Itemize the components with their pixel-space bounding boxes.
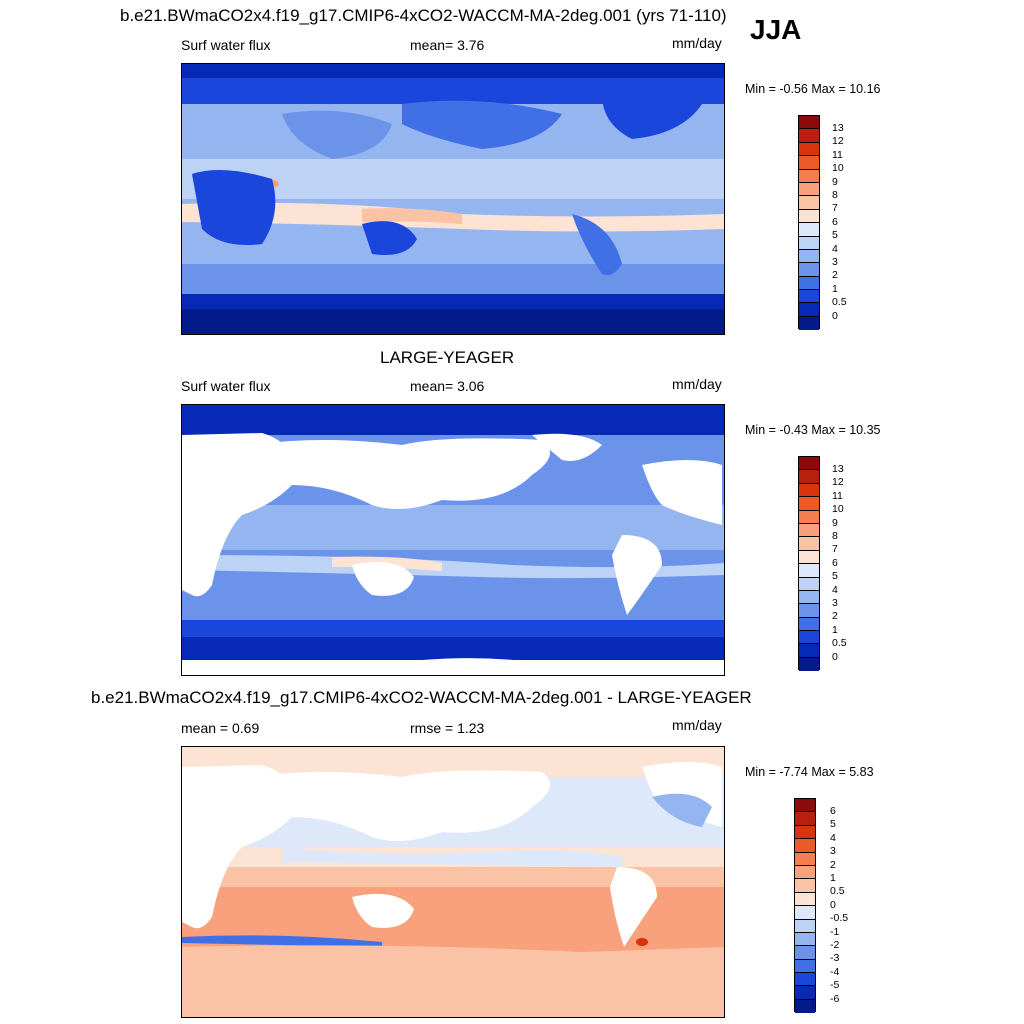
colorbar-tick: 7 [832,543,838,556]
colorbar-tick: 6 [832,215,838,228]
colorbar-tick: 3 [832,597,838,609]
colorbar-tick: -4 [830,965,840,978]
panel3-title: b.e21.BWmaCO2x4.f19_g17.CMIP6-4xCO2-WACC… [91,688,752,707]
panel1-colorbar [798,115,820,331]
colorbar-tick: 8 [832,189,838,201]
colorbar-tick: 0.5 [832,296,847,309]
panel2-minmax-label: Min = -0.43 Max = 10.35 [745,423,881,437]
panel2-mean-label: mean= 3.06 [410,378,485,394]
panel3-map [181,746,725,1018]
panel3-minmax-label: Min = -7.74 Max = 5.83 [745,765,874,779]
colorbar-tick: 1 [832,623,838,636]
panel2-title: LARGE-YEAGER [380,348,515,367]
colorbar-tick: 11 [832,489,843,502]
panel3-rmse-label: rmse = 1.23 [410,720,485,736]
panel2-variable-label: Surf water flux [181,378,271,394]
panel1-colorbar-labels: 13 12 11 10 9 8 7 6 5 4 3 2 1 0.5 0 [832,122,872,332]
colorbar-tick: 0.5 [832,637,847,650]
colorbar-tick: 12 [832,135,844,148]
colorbar-tick: 13 [832,463,844,475]
panel3-colorbar-labels: 6 5 4 3 2 1 0.5 0 -0.5 -1 -2 -3 -4 -5 -6 [830,805,870,1015]
colorbar-tick: 2 [832,269,838,282]
panel3-units-label: mm/day [672,717,722,733]
panel2-units-label: mm/day [672,376,722,392]
colorbar-tick: 8 [832,530,838,542]
panel1-mean-label: mean= 3.76 [410,37,485,53]
panel3-mean-label: mean = 0.69 [181,720,260,736]
panel1-variable-label: Surf water flux [181,37,271,53]
colorbar-tick: -1 [830,925,840,938]
colorbar-tick: 7 [832,202,838,215]
colorbar-tick: 12 [832,476,844,489]
colorbar-tick: 5 [832,570,838,583]
panel2-colorbar-labels: 13 12 11 10 9 8 7 6 5 4 3 2 1 0.5 0 [832,463,872,673]
colorbar-tick: 1 [830,872,836,884]
panel3-colorbar [794,798,816,1014]
colorbar-tick: 4 [832,583,838,596]
season-label: JJA [750,14,802,45]
colorbar-tick: 1 [832,282,838,295]
main-title: b.e21.BWmaCO2x4.f19_g17.CMIP6-4xCO2-WACC… [120,6,727,25]
colorbar-tick: 2 [832,610,838,623]
colorbar-tick: 4 [830,831,836,844]
colorbar-tick: 5 [830,818,836,831]
colorbar-tick: 6 [830,805,836,817]
colorbar-tick: -3 [830,952,840,965]
colorbar-tick: 0 [830,898,836,911]
colorbar-tick: 3 [830,845,836,858]
colorbar-tick: -6 [830,992,840,1005]
colorbar-tick: 0.5 [830,885,845,898]
colorbar-tick: 6 [832,556,838,569]
colorbar-tick: 10 [832,162,844,175]
colorbar-tick: -5 [830,979,840,992]
colorbar-tick: 10 [832,503,844,516]
colorbar-tick: 4 [832,242,838,255]
panel2-map [181,404,725,676]
panel1-map [181,63,725,335]
colorbar-tick: 13 [832,122,844,134]
colorbar-tick: -2 [830,939,840,951]
colorbar-tick: -0.5 [830,912,849,925]
colorbar-tick: 0 [832,650,838,663]
panel1-minmax-label: Min = -0.56 Max = 10.16 [745,82,881,96]
colorbar-tick: 2 [830,858,836,871]
panel1-units-label: mm/day [672,35,722,51]
colorbar-tick: 5 [832,229,838,242]
colorbar-tick: 3 [832,256,838,268]
colorbar-tick: 11 [832,148,843,161]
colorbar-tick: 9 [832,516,838,529]
colorbar-tick: 0 [832,309,838,322]
panel2-colorbar [798,456,820,672]
colorbar-tick: 9 [832,175,838,188]
